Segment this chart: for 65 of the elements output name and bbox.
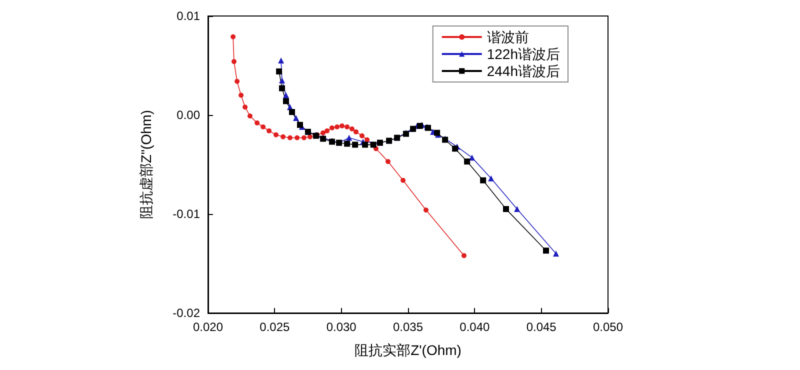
point — [230, 34, 236, 40]
point — [324, 128, 330, 134]
point — [254, 120, 260, 126]
x-tick-label: 0.030 — [326, 320, 357, 334]
y-axis-title: 阻抗虚部Z"(Ohm) — [138, 110, 154, 220]
point — [234, 78, 240, 84]
point — [386, 159, 390, 164]
point — [480, 177, 486, 184]
x-tick-label: 0.035 — [392, 320, 424, 334]
point — [543, 248, 549, 254]
point — [238, 92, 244, 98]
point — [274, 132, 278, 138]
point — [242, 104, 248, 110]
point — [266, 128, 272, 134]
point — [553, 250, 559, 257]
point — [344, 124, 350, 130]
point — [260, 124, 266, 130]
point — [294, 135, 300, 140]
point — [308, 134, 312, 140]
y-tick-label: 0.00 — [176, 108, 200, 122]
point — [354, 129, 358, 134]
point — [340, 123, 344, 128]
point — [360, 133, 364, 138]
x-axis-title: 阻抗实部Z'(Ohm) — [354, 342, 462, 358]
point — [283, 92, 289, 98]
x-tick-label: 0.020 — [192, 320, 224, 334]
x-tick-label: 0.040 — [460, 320, 490, 334]
point — [293, 114, 299, 121]
point — [279, 85, 285, 92]
x-tick-label: 0.025 — [260, 320, 290, 334]
point — [350, 126, 354, 132]
x-tick-label: 0.045 — [526, 320, 557, 334]
point — [352, 142, 358, 148]
point — [288, 135, 292, 140]
point — [334, 124, 340, 130]
point — [424, 208, 428, 213]
point — [400, 178, 406, 183]
point — [364, 137, 370, 142]
point — [330, 125, 334, 130]
point — [302, 135, 306, 140]
point — [488, 175, 494, 182]
legend-label: 谐波前 — [486, 29, 529, 45]
point — [278, 58, 284, 64]
y-tick-label: 0.01 — [176, 9, 200, 23]
point — [362, 142, 368, 148]
point — [464, 158, 470, 165]
x-tick-label: 0.050 — [592, 320, 624, 334]
point — [344, 140, 350, 147]
point — [283, 98, 289, 104]
point — [462, 253, 466, 258]
legend-label: 244h谐波后 — [486, 63, 560, 79]
point — [276, 68, 282, 74]
legend-label: 122h谐波后 — [486, 46, 560, 62]
point — [503, 206, 509, 212]
point — [248, 113, 252, 118]
point — [289, 109, 295, 116]
point — [280, 134, 286, 140]
point — [346, 134, 352, 141]
y-tick-label: -0.02 — [172, 306, 200, 320]
point — [514, 206, 520, 212]
point — [320, 130, 326, 136]
point — [279, 77, 285, 84]
y-tick-label: -0.01 — [172, 207, 200, 221]
point — [232, 59, 236, 64]
point — [370, 142, 376, 148]
